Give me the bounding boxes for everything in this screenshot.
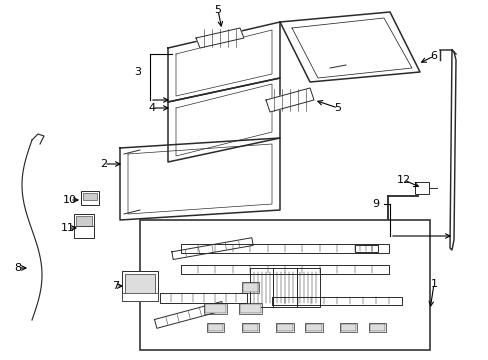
Bar	[341, 324, 356, 332]
Polygon shape	[265, 88, 313, 112]
Polygon shape	[196, 28, 244, 48]
Bar	[83, 193, 97, 200]
Polygon shape	[120, 138, 280, 220]
Text: 6: 6	[429, 51, 437, 61]
Text: 3: 3	[134, 67, 141, 77]
Polygon shape	[168, 78, 280, 162]
Polygon shape	[180, 265, 388, 274]
Bar	[207, 324, 223, 332]
Bar	[276, 323, 293, 332]
Text: 7: 7	[112, 281, 120, 291]
Polygon shape	[160, 293, 247, 303]
Text: 4: 4	[148, 103, 155, 113]
Polygon shape	[354, 246, 377, 252]
Bar	[277, 324, 292, 332]
Bar	[241, 323, 258, 332]
Bar	[122, 293, 158, 301]
Bar	[241, 282, 258, 293]
Bar	[204, 303, 225, 313]
Polygon shape	[171, 238, 253, 260]
Polygon shape	[273, 268, 296, 307]
Bar	[206, 323, 224, 332]
Text: 1: 1	[429, 279, 437, 289]
Bar	[242, 283, 257, 292]
Bar	[81, 191, 99, 205]
Bar	[74, 214, 94, 238]
Text: 9: 9	[372, 199, 379, 209]
Bar	[242, 324, 257, 332]
Bar	[140, 220, 429, 350]
Polygon shape	[296, 268, 319, 307]
Bar	[238, 302, 261, 314]
Polygon shape	[280, 12, 419, 82]
Bar	[305, 323, 322, 332]
Text: 10: 10	[63, 195, 77, 205]
Text: 2: 2	[100, 159, 107, 169]
Polygon shape	[168, 22, 280, 102]
Polygon shape	[250, 268, 273, 307]
Polygon shape	[154, 301, 224, 328]
Text: 5: 5	[334, 103, 341, 113]
Bar	[340, 323, 357, 332]
Bar	[76, 216, 92, 226]
Bar	[305, 324, 321, 332]
Text: 12: 12	[396, 175, 410, 185]
Bar	[122, 271, 158, 301]
Bar	[203, 302, 226, 314]
Text: 5: 5	[214, 5, 221, 15]
Text: 8: 8	[15, 263, 21, 273]
Bar	[369, 324, 385, 332]
Polygon shape	[271, 297, 402, 305]
Bar	[125, 274, 155, 298]
Polygon shape	[180, 244, 388, 253]
Bar	[414, 182, 428, 194]
Bar	[239, 303, 260, 313]
Bar	[368, 323, 386, 332]
Text: 11: 11	[61, 223, 75, 233]
